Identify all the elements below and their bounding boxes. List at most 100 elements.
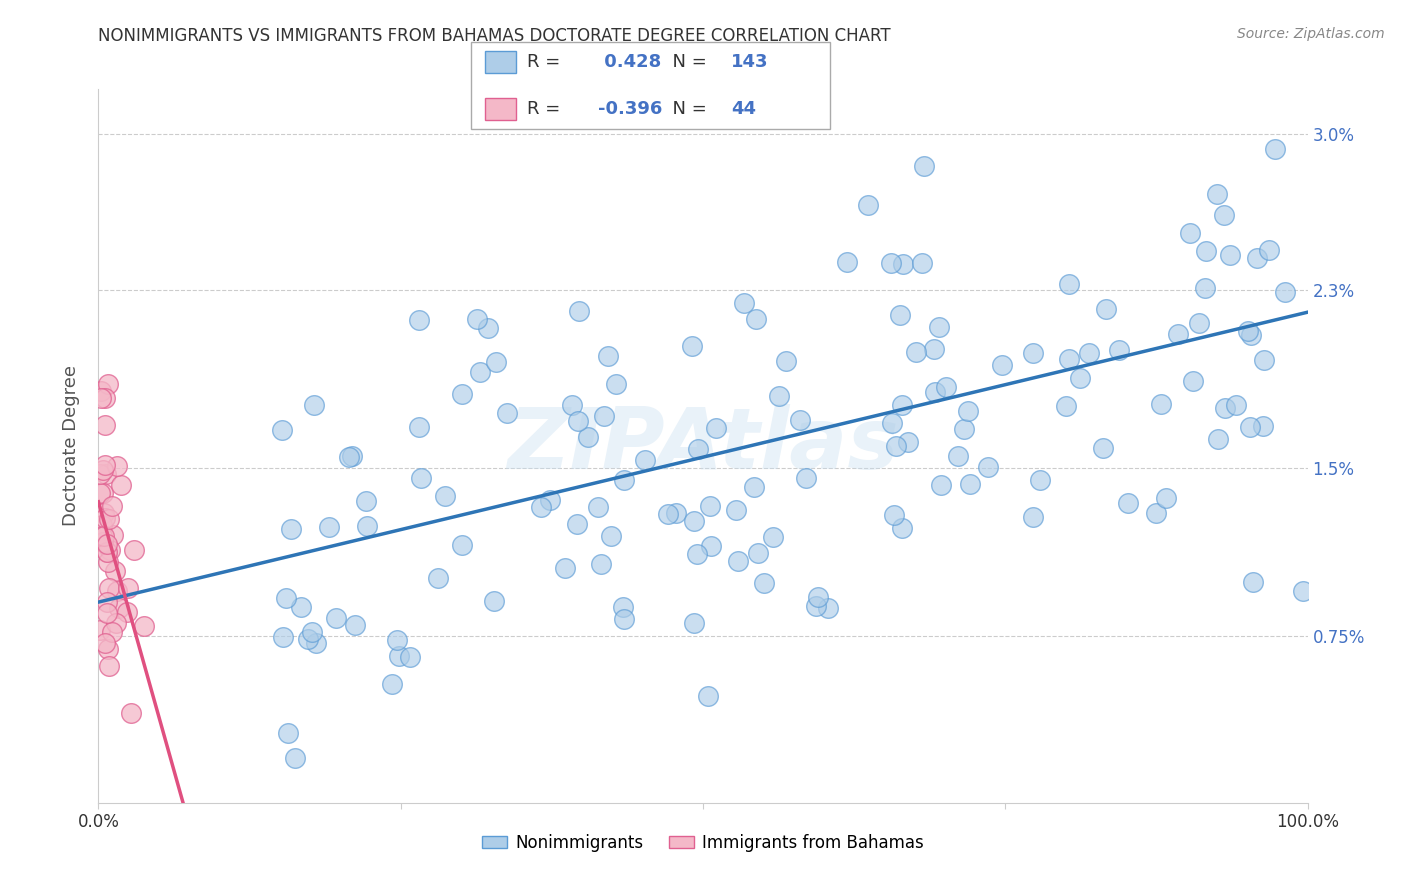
Point [889,308,911,322]
Point [1205,187,1227,202]
Point [90,384,112,399]
Point [91,517,114,532]
Point [613,612,636,626]
Point [568,303,591,318]
Point [880,417,903,431]
Point [325,611,347,625]
Point [408,420,430,434]
Point [1144,506,1167,520]
Point [91,486,114,500]
Point [1054,399,1077,413]
Point [94,458,117,473]
Point [817,601,839,615]
Point [98,543,121,558]
Point [124,543,146,558]
Point [1021,510,1043,524]
Point [93,636,115,650]
Point [912,160,935,174]
Point [89,467,111,481]
Point [305,636,328,650]
Point [90,391,112,405]
Point [682,514,704,528]
Point [120,706,142,720]
Text: NONIMMIGRANTS VS IMMIGRANTS FROM BAHAMAS DOCTORATE DEGREE CORRELATION CHART: NONIMMIGRANTS VS IMMIGRANTS FROM BAHAMAS… [98,27,891,45]
Point [1239,420,1261,434]
Point [567,516,589,531]
Point [1091,441,1114,455]
Point [1029,473,1052,487]
Point [634,452,657,467]
Text: Source: ZipAtlas.com: Source: ZipAtlas.com [1237,27,1385,41]
Point [451,387,474,401]
Point [277,726,299,740]
Point [742,480,765,494]
Point [451,538,474,552]
Point [612,599,634,614]
Point [482,594,505,608]
Point [598,349,620,363]
Point [1057,277,1080,291]
Point [1219,248,1241,262]
Point [896,434,918,449]
Point [890,398,912,412]
Point [101,624,124,639]
Point [762,530,785,544]
Point [89,623,111,637]
Point [356,519,378,533]
Point [117,582,139,596]
Point [98,512,121,526]
Point [1178,226,1201,240]
Point [1150,397,1173,411]
Point [385,633,408,648]
Point [104,615,127,630]
Point [928,320,950,334]
Point [96,467,118,481]
Point [1241,575,1264,590]
Point [97,377,120,392]
Point [93,463,115,477]
Point [554,560,576,574]
Point [1225,398,1247,412]
Point [699,539,721,553]
Point [775,353,797,368]
Point [271,424,294,438]
Point [657,507,679,521]
Point [495,406,517,420]
Point [1236,324,1258,338]
Point [837,255,859,269]
Point [101,528,124,542]
Point [891,521,914,535]
Point [1181,374,1204,388]
Text: R =: R = [527,54,567,71]
Point [356,494,378,508]
Point [727,554,749,568]
Point [686,547,709,561]
Point [856,198,879,212]
Point [1059,351,1081,366]
Point [922,342,945,356]
Point [93,506,115,520]
Point [280,522,302,536]
Point [271,630,294,644]
Point [696,689,718,703]
Point [665,506,688,520]
Point [302,398,325,412]
Point [652,104,675,119]
Point [733,295,755,310]
Point [588,500,610,514]
Text: ZIPAtlas: ZIPAtlas [508,404,898,488]
Point [485,355,508,369]
Point [1253,419,1275,434]
Point [1291,584,1313,599]
Point [768,389,790,403]
Point [284,751,307,765]
Point [681,339,703,353]
Point [682,615,704,630]
Text: N =: N = [661,100,713,118]
Point [959,476,981,491]
Point [605,376,627,391]
Point [991,358,1014,372]
Point [593,409,616,423]
Point [97,642,120,657]
Point [105,458,128,473]
